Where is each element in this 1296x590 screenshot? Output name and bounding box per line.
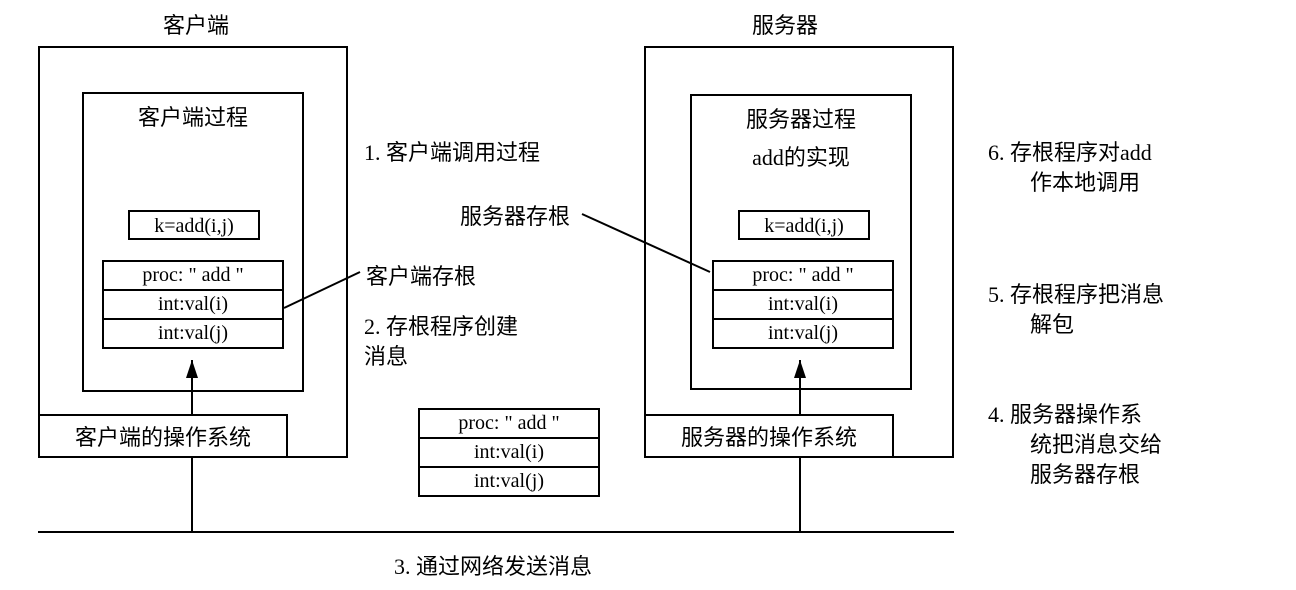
server-stub-stack: proc: " add " int:val(i) int:val(j) bbox=[712, 260, 894, 349]
server-stub-vali: int:val(i) bbox=[712, 291, 894, 320]
step-2a: 2. 存根程序创建 bbox=[364, 312, 518, 342]
message-vali: int:val(i) bbox=[418, 439, 600, 468]
step-5a: 5. 存根程序把消息 bbox=[988, 280, 1164, 310]
step-6a: 6. 存根程序对add bbox=[988, 138, 1152, 168]
server-process-title: 服务器过程 bbox=[692, 96, 910, 134]
server-call-box: k=add(i,j) bbox=[738, 210, 870, 240]
server-stub-proc: proc: " add " bbox=[712, 260, 894, 291]
step-2b: 消息 bbox=[364, 342, 408, 372]
server-stub-label: 服务器存根 bbox=[460, 202, 570, 232]
client-call-text: k=add(i,j) bbox=[130, 212, 258, 240]
client-stub-stack: proc: " add " int:val(i) int:val(j) bbox=[102, 260, 284, 349]
client-os-label: 客户端的操作系统 bbox=[38, 414, 288, 458]
server-title: 服务器 bbox=[752, 8, 818, 40]
client-process-title: 客户端过程 bbox=[84, 94, 302, 132]
client-title: 客户端 bbox=[163, 8, 229, 40]
client-stub-valj: int:val(j) bbox=[102, 320, 284, 349]
message-proc: proc: " add " bbox=[418, 408, 600, 439]
step-6b: 作本地调用 bbox=[1030, 168, 1140, 198]
step-1: 1. 客户端调用过程 bbox=[364, 138, 540, 168]
step-3: 3. 通过网络发送消息 bbox=[394, 552, 592, 582]
step-4b: 统把消息交给 bbox=[1030, 430, 1162, 460]
client-stub-proc: proc: " add " bbox=[102, 260, 284, 291]
server-impl-text: add的实现 bbox=[692, 134, 910, 172]
step-4c: 服务器存根 bbox=[1030, 460, 1140, 490]
server-stub-valj: int:val(j) bbox=[712, 320, 894, 349]
step-5b: 解包 bbox=[1030, 310, 1074, 340]
step-4a: 4. 服务器操作系 bbox=[988, 400, 1142, 430]
message-valj: int:val(j) bbox=[418, 468, 600, 497]
client-call-box: k=add(i,j) bbox=[128, 210, 260, 240]
server-os-label: 服务器的操作系统 bbox=[644, 414, 894, 458]
client-stub-label: 客户端存根 bbox=[366, 262, 476, 292]
server-call-text: k=add(i,j) bbox=[740, 212, 868, 240]
client-stub-vali: int:val(i) bbox=[102, 291, 284, 320]
message-stack: proc: " add " int:val(i) int:val(j) bbox=[418, 408, 600, 497]
